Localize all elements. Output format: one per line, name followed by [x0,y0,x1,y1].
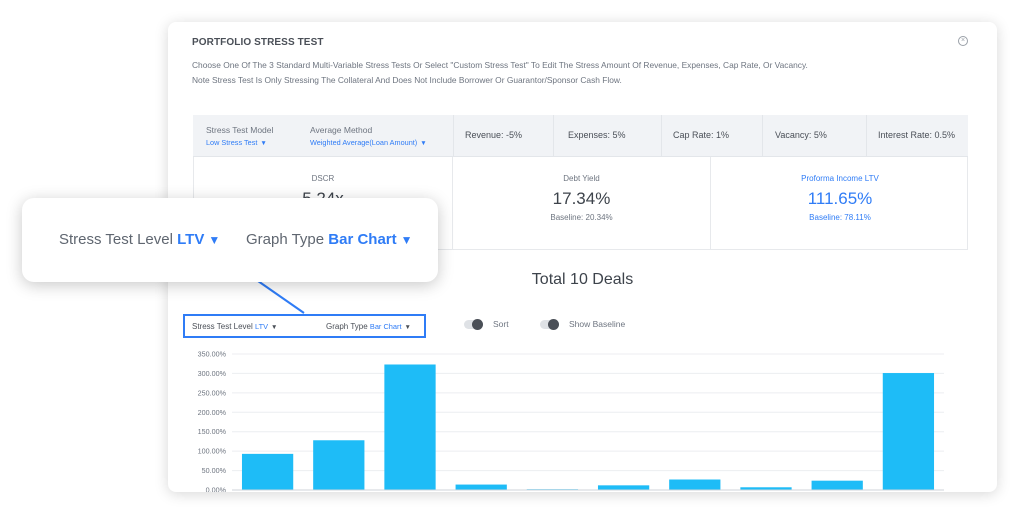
chart-controls-highlight: Stress Test Level LTV ▼ Graph Type Bar Ch… [183,314,426,338]
chevron-down-icon: ▼ [271,324,278,331]
chevron-down-icon: ▼ [420,140,427,147]
close-icon[interactable]: × [958,36,968,46]
sort-toggle[interactable]: Sort [464,318,509,330]
chevron-down-icon: ▼ [400,233,413,247]
description-line-1: Choose One Of The 3 Standard Multi-Varia… [192,60,808,70]
ltv-bar-chart: 0.00% 50.00% 100.00% 150.00% 200.00% 250.00% 3… [198,350,944,493]
callout-graph-type[interactable]: Graph Type Bar Chart ▼ [246,231,413,248]
stress-model-label: Stress Test Model [206,125,274,135]
metric-label: Proforma Income LTV [801,174,879,183]
stress-level-value: LTV [255,322,269,331]
metric-baseline: Baseline: 78.11% [809,213,871,222]
chart-bar[interactable] [313,440,365,490]
y-tick-label: 50.00% [202,466,227,475]
chart-bar[interactable] [669,479,721,490]
show-baseline-label: Show Baseline [569,319,626,329]
graph-type-selector[interactable]: Graph Type Bar Chart ▼ [326,322,411,331]
divider [453,115,454,157]
metric-label: Debt Yield [563,174,600,183]
chevron-down-icon: ▼ [208,233,221,247]
show-baseline-toggle[interactable]: Show Baseline [540,318,626,330]
stress-model-value: Low Stress Test [206,138,258,147]
chart-bar[interactable] [811,480,863,490]
interest-rate-stat: Interest Rate: 0.5% [878,130,956,140]
vacancy-stat: Vacancy: 5% [775,130,827,140]
divider [553,115,554,157]
chart-bar[interactable] [740,487,792,490]
y-tick-label: 250.00% [198,388,227,397]
callout-level-label: Stress Test Level [59,231,173,248]
deals-title: Total 10 Deals [531,271,634,288]
divider [762,115,763,157]
chevron-down-icon: ▼ [404,324,411,331]
callout-stress-level[interactable]: Stress Test Level LTV ▼ [59,231,220,248]
toggle-switch[interactable] [540,318,559,330]
cap-rate-stat: Cap Rate: 1% [673,130,730,140]
chart-bar[interactable] [384,364,436,490]
y-tick-label: 200.00% [198,408,227,417]
callout-level-value: LTV [177,231,205,248]
y-tick-label: 100.00% [198,447,227,456]
stress-level-selector[interactable]: Stress Test Level LTV ▼ [192,322,277,331]
zoom-callout: Stress Test Level LTV ▼ Graph Type Bar Ch… [22,198,438,282]
revenue-stat: Revenue: -5% [465,130,523,140]
chart-bar[interactable] [882,373,935,490]
stress-parameters-bar: Stress Test Model Low Stress Test ▼ Avera… [193,115,968,157]
metrics-panel: DSCR 5.24x Debt Yield 17.34% Baseline: 2… [193,157,968,250]
modal-title: PORTFOLIO STRESS TEST [192,37,324,48]
chart-bar[interactable] [597,485,650,490]
callout-graph-label: Graph Type [246,231,325,248]
metric-baseline: Baseline: 20.34% [550,213,613,222]
description-line-2: Note Stress Test Is Only Stressing The C… [192,75,622,85]
metric-value: 111.65% [807,189,873,208]
average-method-value: Weighted Average(Loan Amount) [310,138,418,147]
metric-debt-yield: Debt Yield 17.34% Baseline: 20.34% [452,157,710,250]
y-tick-label: 150.00% [198,427,227,436]
metric-label: DSCR [311,174,335,183]
y-tick-label: 300.00% [198,369,227,378]
divider [866,115,867,157]
y-tick-label: 350.00% [198,350,227,359]
expenses-stat: Expenses: 5% [568,130,626,140]
chart-bar[interactable] [455,484,507,490]
y-tick-label: 0.00% [206,486,227,493]
graph-type-value: Bar Chart [369,322,402,331]
sort-label: Sort [493,319,509,329]
average-method-label: Average Method [310,125,373,135]
metric-proforma-ltv[interactable]: Proforma Income LTV 111.65% Baseline: 78… [710,157,969,250]
divider [661,115,662,157]
average-method-selector[interactable]: Average Method Weighted Average(Loan Amo… [310,125,427,147]
toggle-switch[interactable] [464,318,483,330]
callout-graph-value: Bar Chart [328,231,397,248]
stress-level-label: Stress Test Level [192,322,253,331]
metric-value: 17.34% [552,189,611,208]
graph-type-label: Graph Type [326,322,368,331]
stress-model-selector[interactable]: Stress Test Model Low Stress Test ▼ [206,125,273,147]
chart-bar[interactable] [241,453,294,490]
chevron-down-icon: ▼ [260,140,267,147]
